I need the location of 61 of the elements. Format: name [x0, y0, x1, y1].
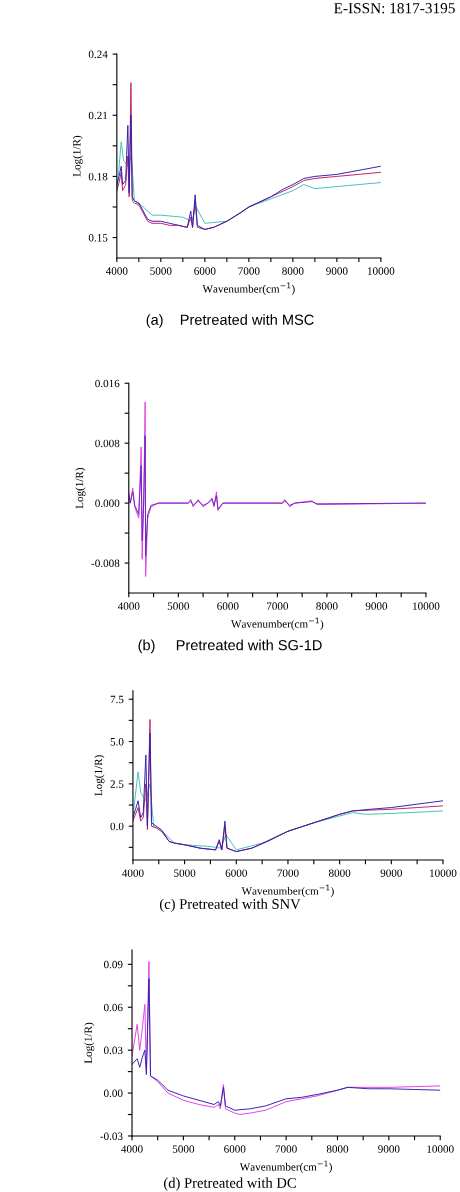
- x-tick-label: 5000: [150, 267, 172, 275]
- x-axis-title: Wavenumber(cm$^{−1}$): [241, 884, 334, 897]
- x-tick-label: 8000: [316, 602, 338, 610]
- x-tick-label: 4000: [122, 869, 144, 877]
- x-tick-label: 7000: [267, 602, 289, 610]
- y-tick-label: 0.00: [103, 1089, 123, 1098]
- x-tick-label: 9000: [326, 267, 348, 275]
- line-series: [116, 114, 381, 230]
- line-series: [116, 141, 381, 224]
- x-axis-title: Wavenumber(cm$^{−1}$): [239, 1160, 332, 1173]
- x-tick-label: 6000: [217, 602, 239, 610]
- y-axis-title: Log(1/R): [75, 467, 86, 509]
- x-tick-label: 8000: [282, 267, 304, 275]
- y-tick-label: 0.18: [88, 172, 108, 181]
- x-tick-label: 8000: [328, 869, 351, 877]
- x-tick-label: 9000: [378, 1145, 400, 1153]
- text: E-ISSN: 1817-3195: [334, 3, 455, 14]
- x-tick-label: 5000: [172, 1145, 195, 1153]
- y-tick-label: 0.03: [103, 1046, 123, 1055]
- y-tick-label: 0.15: [88, 234, 108, 242]
- x-tick-label: 4000: [117, 602, 140, 610]
- x-tick-label: 6000: [225, 869, 247, 877]
- y-tick-label: 0.24: [88, 50, 108, 59]
- y-axis-title: Log(1/R): [84, 1022, 95, 1064]
- x-tick-label: 4000: [105, 267, 128, 275]
- text: (a) Pretreated with MSC: [146, 314, 314, 328]
- x-tick-label: 7000: [238, 267, 260, 275]
- x-tick-label: 9000: [365, 602, 388, 610]
- text: (d) Pretreated with DC: [164, 1177, 296, 1191]
- y-tick-label: 2.5: [110, 780, 124, 788]
- x-tick-label: 4000: [121, 1145, 143, 1153]
- x-tick-label: 10000: [413, 602, 440, 610]
- x-axis-title: Wavenumber(cm$^{−1}$): [202, 282, 295, 295]
- x-tick-label: 9000: [380, 869, 402, 877]
- y-axis-title: Log(1/R): [94, 755, 105, 796]
- x-tick-label: 5000: [174, 869, 196, 877]
- y-axis-title: Log(1/R): [72, 135, 83, 177]
- y-tick-label: -0.008: [91, 559, 120, 568]
- x-tick-label: 10000: [430, 869, 457, 877]
- x-tick-label: 10000: [367, 267, 395, 275]
- x-tick-label: 7000: [277, 869, 299, 877]
- line-series: [128, 435, 426, 557]
- y-tick-label: 5.0: [110, 738, 124, 746]
- y-tick-label: 0.0: [110, 822, 124, 831]
- x-tick-label: 8000: [326, 1145, 349, 1153]
- x-tick-label: 10000: [427, 1145, 454, 1153]
- y-tick-label: -0.03: [100, 1132, 123, 1140]
- y-tick-label: 0.008: [95, 439, 120, 448]
- y-tick-label: 0.000: [95, 499, 120, 508]
- y-tick-label: 0.09: [103, 960, 123, 969]
- y-tick-label: 7.5: [110, 695, 124, 704]
- x-axis-title: Wavenumber(cm$^{−1}$): [231, 617, 324, 630]
- y-tick-label: 0.21: [88, 111, 108, 120]
- y-tick-label: 0.016: [95, 379, 120, 388]
- text: (b) Pretreated with SG-1D: [138, 639, 322, 654]
- text: (c) Pretreated with SNV: [159, 898, 301, 912]
- x-tick-label: 5000: [167, 602, 190, 610]
- x-tick-label: 6000: [224, 1145, 246, 1153]
- y-tick-label: 0.06: [103, 1003, 123, 1012]
- x-tick-label: 6000: [194, 267, 216, 275]
- x-tick-label: 7000: [275, 1145, 297, 1153]
